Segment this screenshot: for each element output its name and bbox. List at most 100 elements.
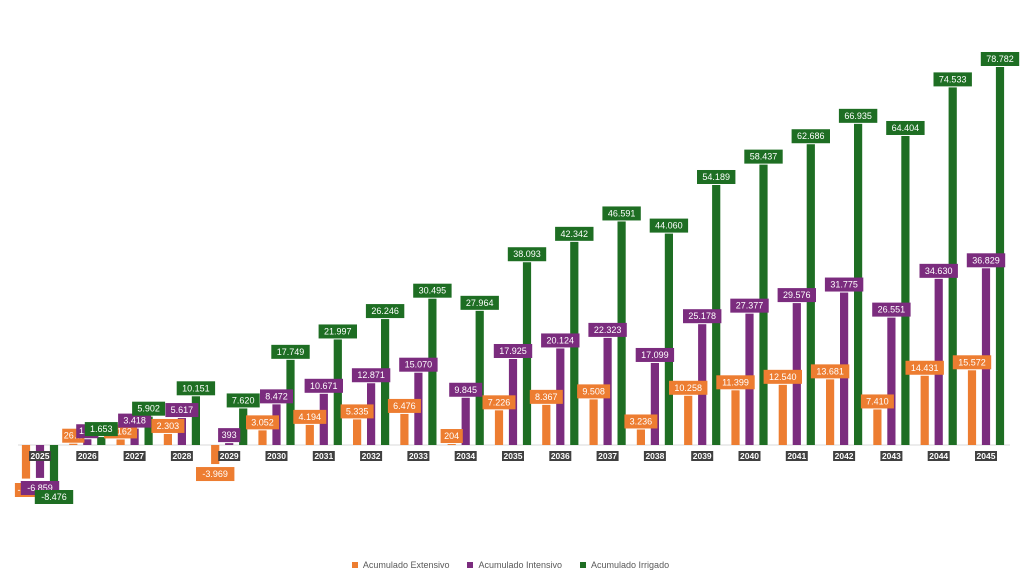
data-label-bg [716, 375, 755, 390]
data-label: 14.431 [911, 363, 939, 373]
data-label-bg [966, 253, 1006, 268]
data-label-bg [905, 360, 944, 375]
x-tick-label-bg [360, 451, 383, 461]
data-label: 74.533 [939, 74, 967, 84]
data-label: 10.258 [674, 383, 702, 393]
data-label-bg [555, 226, 594, 241]
x-tick-label: 2040 [740, 451, 759, 461]
legend-swatch-extensivo [351, 562, 358, 568]
data-label: 2.303 [157, 421, 180, 431]
data-label-bg [293, 409, 327, 424]
data-label: 21.997 [324, 326, 352, 336]
bar-acumulado-extensivo [163, 433, 172, 445]
data-label: 17.749 [277, 347, 305, 357]
data-label-bg [541, 333, 580, 348]
data-label-bg [777, 288, 816, 303]
legend: Acumulado Extensivo Acumulado Intensivo … [0, 560, 1021, 570]
bar-acumulado-extensivo [826, 379, 835, 445]
data-label-bg [838, 108, 878, 123]
data-label-bg [260, 389, 293, 404]
data-label: 204 [444, 431, 459, 441]
legend-item-intensivo: Acumulado Intensivo [467, 560, 562, 570]
data-label: 9.508 [582, 386, 605, 396]
bar-acumulado-irrigado [144, 416, 153, 445]
legend-swatch-irrigado [580, 562, 587, 568]
data-label-bg [482, 395, 516, 410]
data-label-bg [318, 324, 357, 339]
data-label-bg [588, 322, 627, 337]
data-label-bg [440, 429, 463, 444]
data-label: 7.620 [232, 395, 255, 405]
data-label: 393 [222, 430, 237, 440]
data-label-bg [529, 389, 563, 404]
data-label: 26.551 [878, 305, 906, 315]
data-label-bg [399, 357, 438, 372]
data-label: 6.476 [393, 401, 416, 411]
x-tick-label-bg [549, 451, 572, 461]
x-tick-label-bg [738, 451, 761, 461]
data-label-bg [84, 422, 118, 437]
data-label-bg [635, 347, 675, 362]
data-label: 5.902 [137, 404, 160, 414]
data-label-bg [351, 368, 391, 383]
bar-acumulado-extensivo [636, 429, 645, 445]
data-label-bg [860, 394, 894, 409]
data-label: 46.591 [608, 208, 636, 218]
data-label-bg [246, 415, 279, 430]
bar-acumulado-extensivo [400, 413, 409, 445]
x-tick-label: 2031 [314, 451, 333, 461]
x-tick-label: 2037 [598, 451, 617, 461]
data-label: 26.246 [371, 306, 399, 316]
x-tick-label: 2044 [929, 451, 948, 461]
data-label-bg [763, 369, 802, 384]
data-label-bg [649, 218, 689, 233]
x-tick-label-bg [785, 451, 808, 461]
x-tick-label: 2039 [693, 451, 712, 461]
x-tick-label: 2030 [267, 451, 286, 461]
x-tick-label: 2029 [220, 451, 239, 461]
data-label: 26… [64, 431, 83, 441]
data-label: 10.671 [310, 381, 338, 391]
data-label-bg [304, 378, 343, 393]
data-label-bg [118, 413, 152, 428]
data-label: 25.178 [688, 311, 716, 321]
data-label: 31.775 [830, 280, 858, 290]
x-tick-label-bg [454, 451, 477, 461]
bar-acumulado-intensivo [887, 317, 896, 445]
bar-acumulado-irrigado [191, 396, 200, 445]
bar-acumulado-irrigado [428, 298, 437, 445]
data-label: -6.859 [27, 483, 53, 493]
data-label: 1.162 [109, 426, 132, 436]
bar-acumulado-extensivo [731, 390, 740, 445]
bar-acumulado-intensivo [461, 397, 470, 445]
data-label-bg [791, 129, 830, 144]
bar-acumulado-extensivo [589, 399, 598, 445]
bar-acumulado-extensivo [353, 419, 362, 445]
x-tick-label-bg [927, 451, 950, 461]
x-tick-label: 2027 [125, 451, 144, 461]
data-label: 3.236 [630, 416, 653, 426]
legend-item-extensivo: Acumulado Extensivo [351, 560, 449, 570]
data-label: 78.782 [986, 54, 1014, 64]
data-label-bg [730, 298, 769, 313]
data-label-bg [34, 490, 74, 504]
bar-acumulado-extensivo [494, 410, 504, 445]
data-label: 36.829 [972, 255, 1000, 265]
x-tick-label: 2028 [172, 451, 191, 461]
data-label: 54.189 [702, 172, 730, 182]
data-label: 44.060 [655, 221, 683, 231]
bar-acumulado-intensivo [35, 445, 45, 478]
data-label-bg [824, 277, 864, 292]
x-tick-label-bg [76, 451, 99, 461]
data-label-bg [602, 206, 641, 221]
data-label: 8.367 [535, 392, 558, 402]
bar-acumulado-irrigado [97, 437, 106, 445]
x-tick-label: 2041 [787, 451, 806, 461]
data-label: 9.845 [454, 385, 477, 395]
x-tick-label-bg [312, 451, 335, 461]
x-tick-label-bg [880, 451, 903, 461]
data-label-bg [218, 428, 241, 443]
legend-swatch-intensivo [467, 562, 474, 568]
bar-acumulado-intensivo [83, 439, 92, 445]
data-label-bg [624, 414, 658, 429]
